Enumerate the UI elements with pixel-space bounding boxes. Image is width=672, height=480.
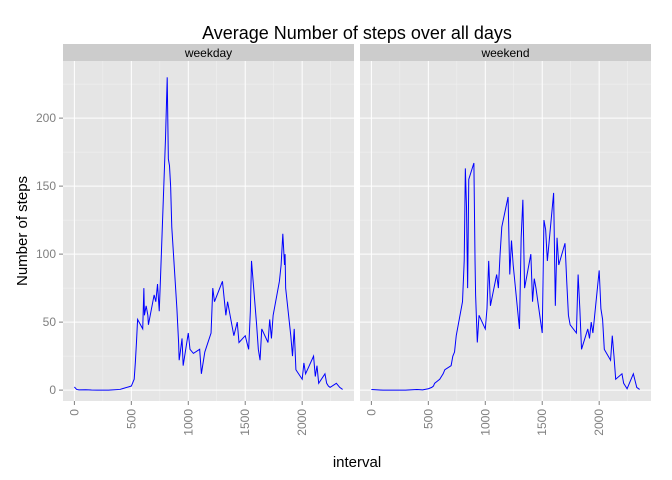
y-axis: 0 50 100 150 200 [36,111,63,397]
strip-weekend-bg [360,44,651,61]
panel-weekend: weekend [360,44,651,401]
y-tick-label: 50 [43,315,57,329]
x-tick-label: 0 [67,409,81,416]
x-axis-title: interval [333,454,381,471]
grid-weekday [63,61,354,401]
chart-title: Average Number of steps over all days [202,23,512,43]
x-tick-label: 2000 [295,409,309,436]
plot-area-weekday [63,61,354,401]
strip-weekday-bg [63,44,354,61]
x-tick-label: 1000 [181,409,195,436]
series-line-weekend [371,162,640,391]
panel-weekday: weekday [63,44,354,401]
x-tick-label: 0 [364,409,378,416]
y-axis-title: Number of steps [14,176,31,286]
x-axis-weekend: 0 500 1000 1500 2000 [364,401,606,436]
x-tick-label: 500 [124,409,138,429]
x-tick-label: 1500 [535,409,549,436]
y-tick-label: 200 [36,111,56,125]
x-tick-label: 2000 [592,409,606,436]
strip-weekend-label: weekend [480,46,529,60]
x-tick-label: 1500 [238,409,252,436]
series-line-weekday [74,77,343,391]
x-tick-label: 1000 [478,409,492,436]
x-tick-label: 500 [421,409,435,429]
strip-weekday-label: weekday [184,46,232,60]
y-tick-label: 150 [36,179,56,193]
x-axis-weekday: 0 500 1000 1500 2000 [67,401,309,436]
y-tick-label: 0 [49,383,56,397]
y-tick-label: 100 [36,247,56,261]
plot-area-weekend [360,61,651,401]
